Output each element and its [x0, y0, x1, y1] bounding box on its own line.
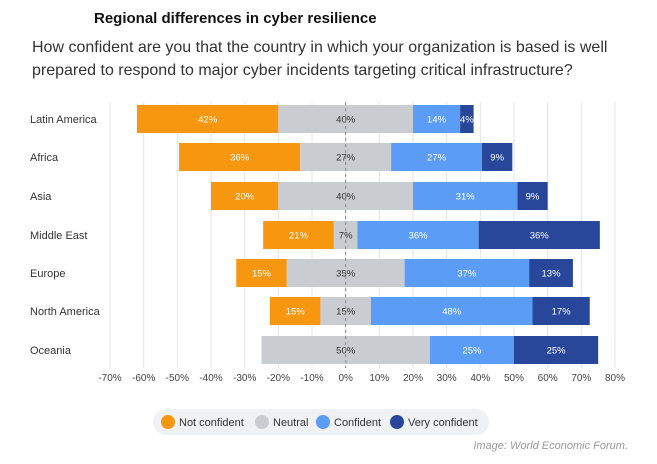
data-label: 40%: [336, 192, 356, 203]
data-label: 9%: [490, 153, 504, 164]
x-tick-label: 20%: [403, 373, 423, 384]
bar-confident: [413, 105, 461, 133]
bar-very-confident: [517, 182, 548, 210]
data-label: 17%: [552, 307, 572, 318]
category-label: Oceania: [30, 345, 72, 357]
bar-very-confident: [529, 259, 573, 287]
legend-swatch-confident: [316, 415, 330, 429]
x-tick-label: 80%: [605, 373, 625, 384]
bar-very-confident: [514, 336, 599, 364]
data-label: 42%: [198, 115, 218, 126]
data-label: 37%: [457, 269, 477, 280]
bar-very-confident: [532, 297, 590, 325]
x-tick-label: -10%: [300, 373, 323, 384]
data-label: 15%: [286, 307, 306, 318]
bar-not-confident: [269, 297, 321, 325]
x-tick-label: 10%: [369, 373, 389, 384]
data-label: 48%: [442, 307, 462, 318]
data-label: 35%: [336, 269, 356, 280]
data-label: 9%: [526, 192, 540, 203]
data-label: 13%: [542, 269, 562, 280]
x-tick-label: -30%: [233, 373, 256, 384]
bar-confident: [391, 143, 483, 171]
x-tick-label: -20%: [267, 373, 290, 384]
bar-very-confident: [482, 143, 513, 171]
data-label: 25%: [462, 346, 482, 357]
chart-subtitle: How confident are you that the country i…: [32, 39, 608, 79]
category-label: Africa: [30, 152, 59, 164]
source-credit: Image: World Economic Forum.: [473, 440, 628, 452]
bar-not-confident: [179, 143, 301, 171]
bar-not-confident: [236, 259, 287, 287]
legend-swatch-neutral: [255, 415, 269, 429]
x-tick-label: 60%: [538, 373, 558, 384]
chart-title: Regional differences in cyber resilience: [94, 10, 377, 27]
category-label: Middle East: [30, 230, 87, 242]
legend-label: Neutral: [273, 417, 308, 429]
data-label: 36%: [530, 231, 550, 242]
legend-swatch-very-confident: [390, 415, 404, 429]
bar-confident: [357, 221, 479, 249]
bar-confident: [429, 336, 514, 364]
bar-confident: [370, 297, 533, 325]
x-tick-label: -50%: [166, 373, 189, 384]
x-tick-label: 30%: [437, 373, 457, 384]
legend-label: Confident: [334, 417, 381, 429]
data-label: 25%: [547, 346, 567, 357]
x-tick-label: -70%: [98, 373, 121, 384]
data-label: 31%: [456, 192, 476, 203]
x-tick-label: 70%: [571, 373, 591, 384]
x-tick-label: 0%: [338, 373, 353, 384]
legend-swatch-not-confident: [161, 415, 175, 429]
data-label: 20%: [235, 192, 255, 203]
data-label: 14%: [427, 115, 447, 126]
legend-label: Very confident: [408, 417, 478, 429]
category-label: Asia: [30, 191, 52, 203]
legend-label: Not confident: [179, 417, 244, 429]
data-label: 36%: [409, 231, 429, 242]
bar-not-confident: [263, 221, 334, 249]
bar-not-confident: [211, 182, 279, 210]
data-label: 4%: [460, 115, 474, 126]
bar-confident: [404, 259, 530, 287]
data-label: 27%: [427, 153, 447, 164]
x-tick-label: -60%: [132, 373, 155, 384]
data-label: 15%: [252, 269, 272, 280]
bar-very-confident: [478, 221, 600, 249]
category-label: Latin America: [30, 114, 98, 126]
category-label: North America: [30, 306, 101, 318]
bar-not-confident: [136, 105, 279, 133]
bar-confident: [413, 182, 518, 210]
data-label: 36%: [230, 153, 250, 164]
x-tick-label: 50%: [504, 373, 524, 384]
data-label: 21%: [289, 231, 309, 242]
bar-very-confident: [460, 105, 474, 133]
x-tick-label: 40%: [470, 373, 490, 384]
category-label: Europe: [30, 268, 65, 280]
x-tick-label: -40%: [199, 373, 222, 384]
